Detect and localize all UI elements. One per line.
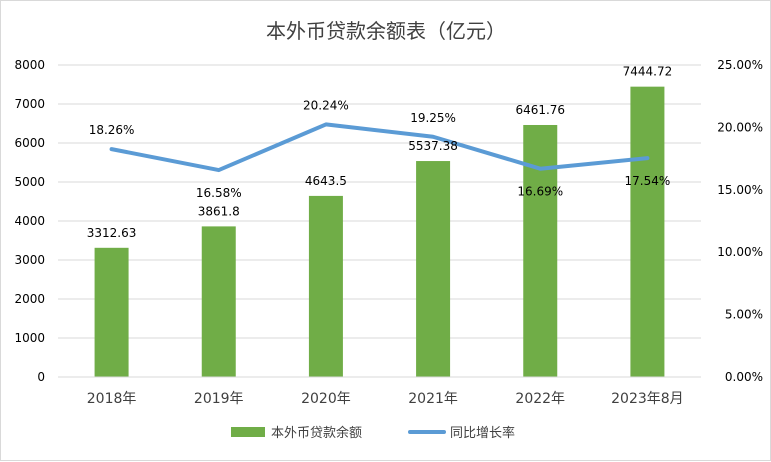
y-left-tick-label: 4000	[14, 214, 45, 228]
y-left-tick-label: 3000	[14, 253, 45, 267]
bar	[94, 247, 129, 377]
bar	[630, 86, 665, 378]
y-right-tick-label: 25.00%	[717, 58, 763, 72]
x-category-label: 2018年	[87, 391, 137, 407]
bar-data-label: 5537.38	[408, 139, 458, 153]
bar	[201, 226, 236, 377]
bar-series	[94, 86, 665, 378]
x-category-label: 2019年	[194, 391, 244, 407]
y-right-tick-label: 20.00%	[717, 120, 763, 134]
line-data-label: 19.25%	[410, 111, 456, 125]
bar-data-label: 3861.8	[198, 204, 240, 218]
y-right-tick-label: 15.00%	[717, 183, 763, 197]
growth-rate-line	[109, 122, 650, 173]
y-left-tick-label: 2000	[14, 292, 45, 306]
y-right-tick-label: 5.00%	[725, 308, 763, 322]
bar-data-label: 6461.76	[515, 103, 565, 117]
x-category-label: 2022年	[515, 391, 565, 407]
data-labels: 3312.63 3861.8 4643.5 5537.38 6461.76 7444.72…	[87, 65, 672, 240]
line-series	[109, 122, 650, 173]
y-left-tick-label: 6000	[14, 136, 45, 150]
legend-line-label: 同比增长率	[450, 425, 515, 441]
x-category-label: 2023年8月	[611, 391, 684, 407]
bar	[523, 124, 558, 377]
chart-title: 本外币贷款余额表（亿元）	[266, 19, 506, 43]
y-left-tick-label: 0	[37, 370, 45, 384]
legend-bar-swatch	[231, 427, 265, 437]
y-left-tick-label: 8000	[14, 58, 45, 72]
line-data-label: 17.54%	[625, 174, 671, 188]
x-category-label: 2020年	[301, 391, 351, 407]
legend-bar-label: 本外币贷款余额	[271, 425, 362, 441]
bar-data-label: 7444.72	[623, 65, 673, 79]
y-right-tick-label: 10.00%	[717, 245, 763, 259]
bar	[416, 161, 451, 377]
y-left-tick-label: 5000	[14, 175, 45, 189]
y-right-tick-label: 0.00%	[725, 370, 763, 384]
bar-data-label: 3312.63	[87, 226, 137, 240]
line-data-label: 18.26%	[89, 123, 135, 137]
x-category-label: 2021年	[408, 391, 458, 407]
bar	[308, 195, 343, 377]
axes: 0 1000 2000 3000 4000 5000 6000 7000 8000 0.00% 5.…	[14, 58, 763, 407]
line-data-label: 16.58%	[196, 186, 242, 200]
bar-data-label: 4643.5	[305, 174, 347, 188]
line-data-label: 20.24%	[303, 98, 349, 112]
legend: 本外币贷款余额 同比增长率	[231, 425, 515, 441]
grid-lines	[58, 64, 701, 378]
y-left-tick-label: 1000	[14, 331, 45, 345]
y-left-tick-label: 7000	[14, 97, 45, 111]
line-data-label: 16.69%	[517, 185, 563, 199]
